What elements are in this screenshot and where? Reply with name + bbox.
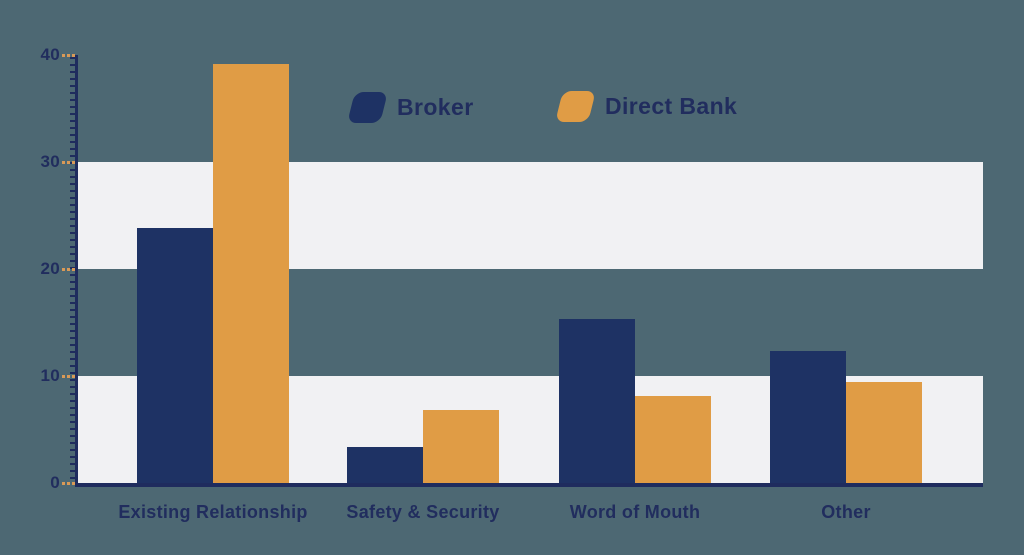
x-axis-line: [76, 483, 983, 487]
bar-broker-word-of-mouth: [559, 319, 635, 483]
y-major-tick-20: [62, 268, 76, 271]
bar-direct-bank-existing-relationship: [213, 63, 289, 483]
y-tick-label-10: 10: [40, 366, 60, 385]
y-major-tick-10: [62, 375, 76, 378]
y-major-tick-40: [62, 54, 76, 57]
x-category-label-word-of-mouth: Word of Mouth: [569, 502, 701, 522]
legend-item-direct-bank: Direct Bank: [555, 91, 738, 122]
y-tick-label-20: 20: [40, 259, 60, 278]
legend-label-broker: Broker: [397, 94, 474, 120]
direct-bank-swatch-icon: [555, 91, 596, 122]
y-tick-label-30: 30: [40, 152, 60, 171]
bar-direct-bank-word-of-mouth: [635, 396, 711, 483]
bar-broker-existing-relationship: [137, 228, 213, 483]
y-tick-label-0: 0: [50, 473, 60, 492]
x-category-label-other: Other: [821, 502, 871, 522]
legend-label-direct-bank: Direct Bank: [605, 93, 738, 119]
y-major-tick-30: [62, 161, 76, 164]
y-major-tick-0: [62, 482, 76, 485]
x-category-label-safety-security: Safety & Security: [346, 502, 500, 522]
y-axis-line: [75, 55, 78, 487]
bar-broker-safety-security: [347, 446, 423, 483]
legend-item-broker: Broker: [347, 92, 474, 123]
y-tick-label-40: 40: [40, 45, 60, 64]
bar-direct-bank-safety-security: [423, 410, 499, 483]
bar-direct-bank-other: [846, 382, 922, 483]
broker-swatch-icon: [347, 92, 388, 123]
bar-broker-other: [770, 351, 846, 483]
x-category-label-existing-relationship: Existing Relationship: [118, 502, 308, 522]
